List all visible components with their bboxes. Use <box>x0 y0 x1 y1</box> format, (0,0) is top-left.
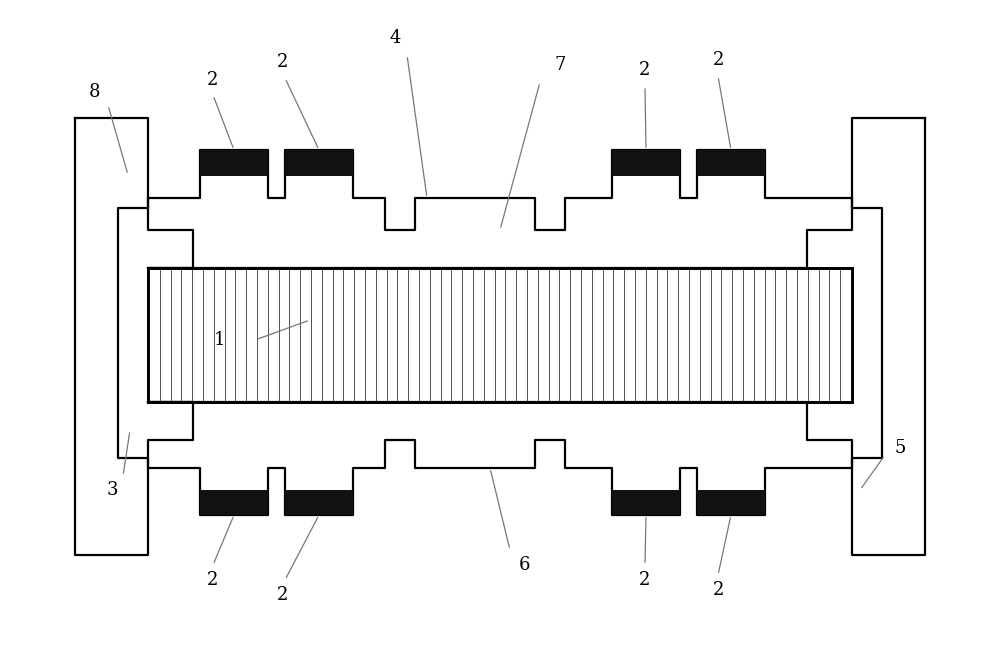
Polygon shape <box>75 118 148 555</box>
Text: 2: 2 <box>639 571 651 589</box>
Bar <box>148 268 852 402</box>
Bar <box>285 150 353 176</box>
Bar <box>200 490 268 515</box>
Text: 2: 2 <box>712 581 724 599</box>
Bar <box>697 150 765 176</box>
Text: 3: 3 <box>106 481 118 499</box>
Bar <box>285 490 353 515</box>
Bar <box>612 150 680 176</box>
Polygon shape <box>852 118 925 555</box>
Bar <box>612 490 680 515</box>
Text: 6: 6 <box>519 556 531 574</box>
Text: 4: 4 <box>389 29 401 47</box>
Polygon shape <box>148 150 852 268</box>
Text: 1: 1 <box>214 331 226 349</box>
Text: 8: 8 <box>89 83 101 101</box>
Text: 2: 2 <box>277 586 289 604</box>
Bar <box>148 268 852 402</box>
Text: 7: 7 <box>554 56 566 74</box>
Polygon shape <box>148 402 852 515</box>
Text: 2: 2 <box>712 51 724 69</box>
Text: 2: 2 <box>277 53 289 71</box>
Text: 2: 2 <box>207 71 219 89</box>
Text: 2: 2 <box>639 61 651 79</box>
Bar <box>697 490 765 515</box>
Bar <box>200 150 268 176</box>
Text: 5: 5 <box>894 439 906 457</box>
Text: 2: 2 <box>207 571 219 589</box>
